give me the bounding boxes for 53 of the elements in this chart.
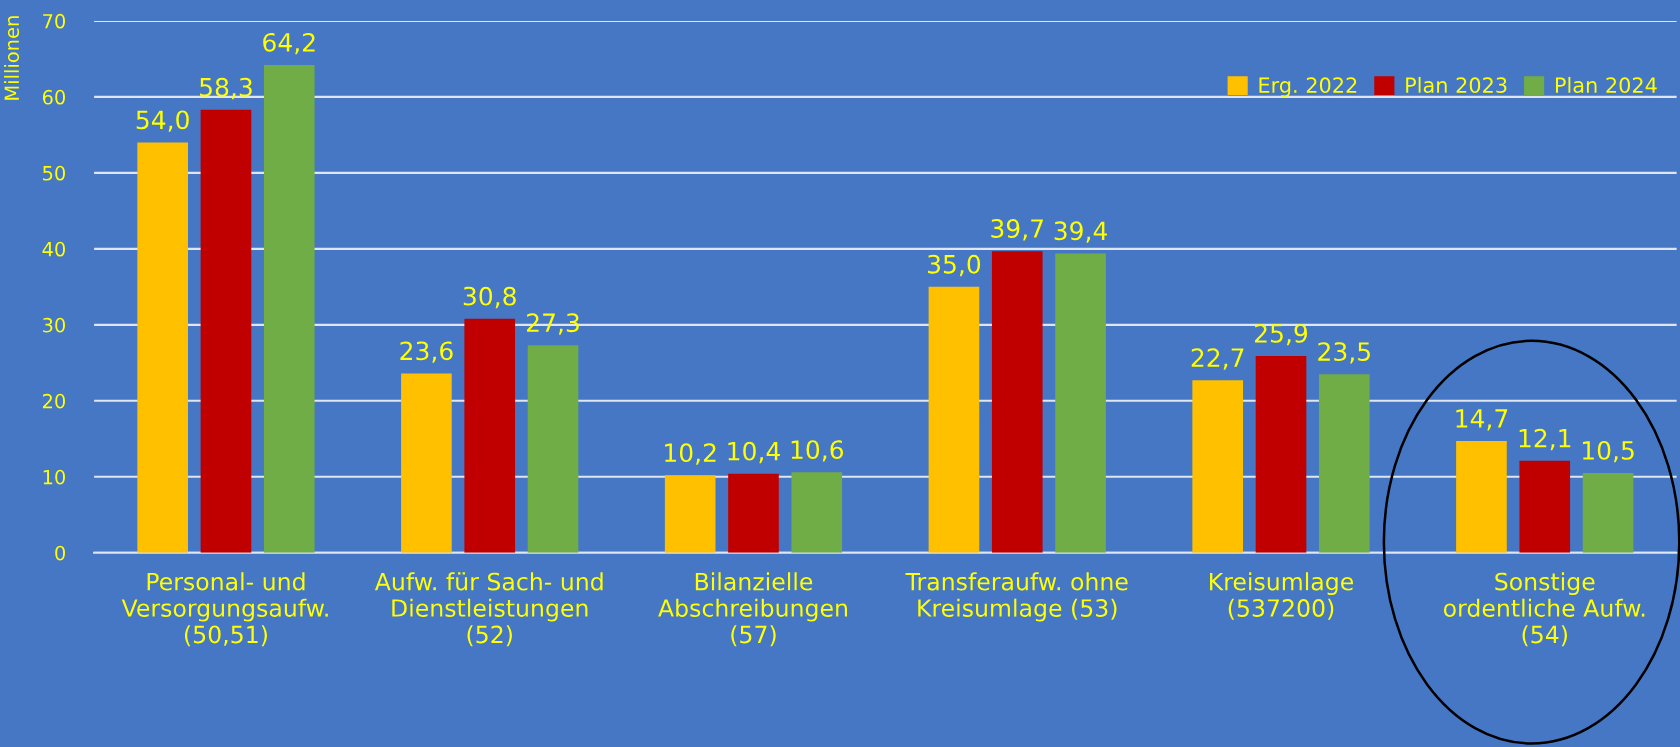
data-label: 54,0 [136,110,189,132]
data-label: 35,0 [928,254,981,277]
y-tick-label: 0 [55,545,66,561]
bar [200,109,252,553]
data-label: 30,8 [463,286,516,309]
bar [527,345,579,553]
data-label: 23,5 [1318,342,1370,364]
bar [991,251,1043,553]
y-tick-label: 10 [43,469,66,485]
data-label: 39,7 [991,219,1043,241]
y-axis-title: Millionen [4,16,20,100]
data-label: 14,7 [1456,409,1508,431]
x-tick-label: Bilanzielle Abschreibungen (57) [658,572,847,647]
legend-label: Plan 2024 [1555,76,1657,94]
data-label: 64,2 [263,32,315,55]
data-label: 10,6 [791,440,844,462]
bar [928,286,980,553]
data-label: 39,4 [1054,221,1107,243]
y-tick-label: 40 [42,241,66,257]
data-label: 58,3 [200,77,252,100]
data-label: 10,4 [728,441,780,464]
bar [137,142,188,553]
legend-label: Erg. 2022 [1259,77,1357,98]
bar [1318,374,1370,553]
bar [1055,253,1106,553]
bar [1255,355,1307,553]
bar [1456,441,1507,553]
bar [263,64,315,553]
bar [401,373,452,553]
bar [1192,380,1244,553]
x-tick-label: Kreisumlage (537200) [1210,572,1354,620]
bar [728,473,779,553]
data-label: 22,7 [1191,348,1244,370]
bar [664,475,716,553]
y-tick-label: 60 [42,89,66,105]
legend-label: Plan 2023 [1406,76,1507,94]
data-label: 10,5 [1582,440,1634,463]
y-tick-label: 30 [43,317,66,333]
x-tick-label: Sonstige ordentliche Aufw. (54) [1443,572,1645,647]
bar [1582,473,1634,553]
data-label: 25,9 [1255,323,1308,346]
data-label: 10,2 [665,443,716,465]
x-tick-label: Aufw. für Sach- und Dienstleistungen (52) [374,572,603,647]
x-tick-label: Personal- und Versorgungsaufw. (50,51) [121,572,328,647]
y-tick-label: 20 [42,393,66,409]
data-label: 12,1 [1519,428,1571,451]
x-tick-label: Transferaufw. ohne Kreisumlage (53) [905,572,1128,622]
bar [791,472,843,553]
bar [464,318,516,553]
data-label: 23,6 [400,341,453,363]
y-tick-label: 50 [43,165,66,181]
bar [1519,460,1571,553]
y-tick-label: 70 [43,13,66,29]
